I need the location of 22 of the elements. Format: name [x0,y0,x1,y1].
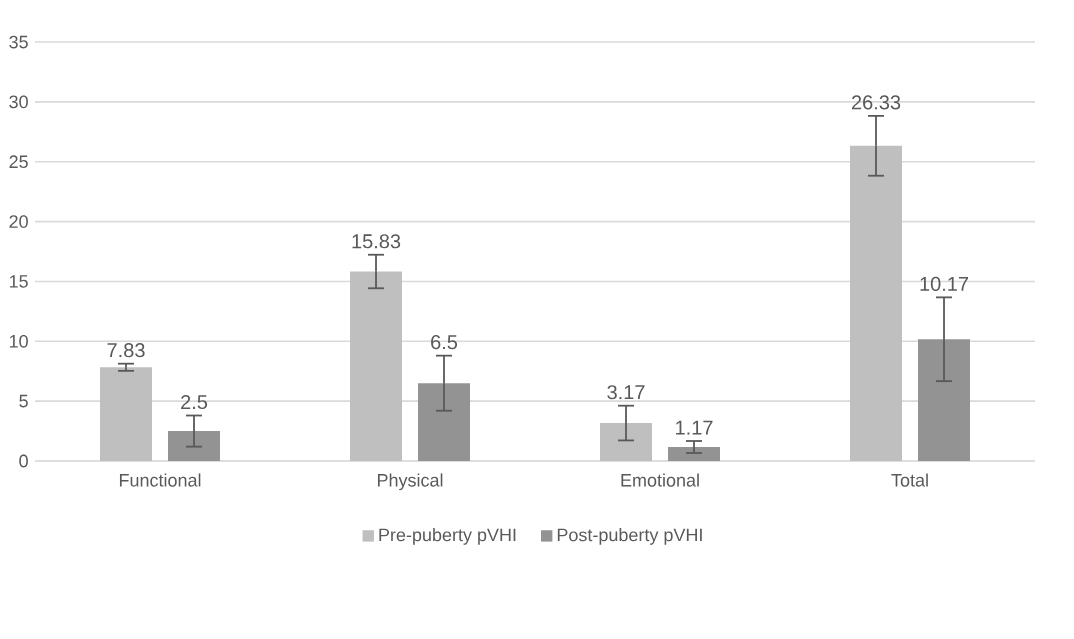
x-tick-label: Functional [119,473,201,487]
data-label: 1.17 [676,420,713,435]
data-label: 6.5 [431,335,458,350]
data-label: 26.33 [851,95,901,110]
x-tick-label: Total [891,473,928,487]
y-tick-label: 15 [9,275,28,288]
data-label: 7.83 [107,343,145,358]
y-tick-label: 20 [9,215,28,228]
x-tick-label: Physical [377,473,443,491]
data-label: 15.83 [352,234,401,249]
y-tick-label: 25 [9,155,28,169]
y-tick-label: 35 [9,35,28,49]
y-tick-label: 30 [9,95,28,109]
legend-label: Post-puberty pVHI [557,528,702,545]
y-tick-label: 0 [19,454,28,468]
y-tick-label: 10 [9,334,28,348]
data-label: 10.17 [920,276,969,291]
data-label: 2.5 [181,394,208,410]
x-tick-label: Emotional [621,473,699,487]
legend-label: Pre-puberty pVHI [379,528,516,545]
y-tick-label: 5 [19,394,28,408]
data-label: 3.17 [607,385,645,400]
